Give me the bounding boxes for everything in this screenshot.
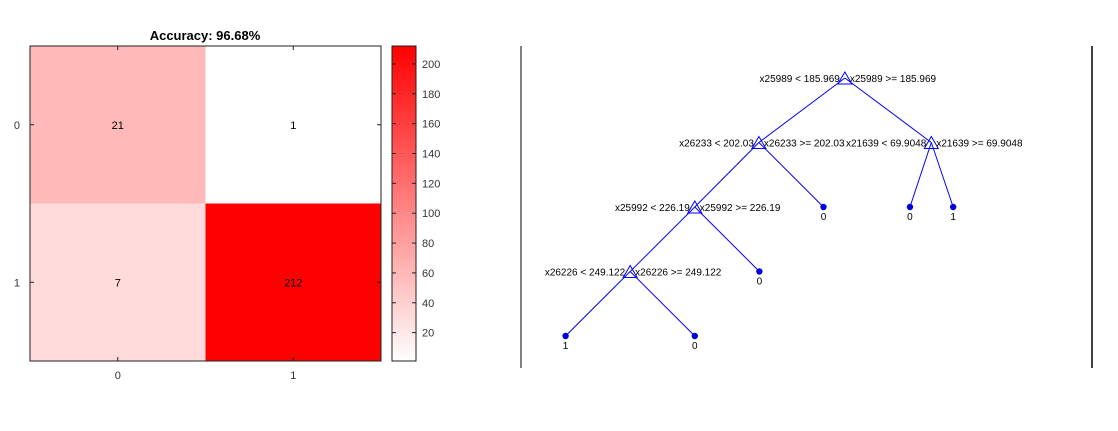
tree-edge: [844, 77, 932, 143]
colorbar-tick-label: 180: [422, 89, 440, 101]
tree-leaf-label: 0: [907, 212, 913, 223]
colorbar-tick-label: 80: [422, 238, 434, 250]
colorbar-tick-label: 60: [422, 268, 434, 280]
heatmap-row-tick-label: 0: [14, 120, 20, 132]
heatmap-cell: [30, 203, 206, 361]
colorbar-tick-label: 120: [422, 178, 440, 190]
tree-split-node: [751, 135, 767, 149]
tree-split-right-label: x26226 >= 249.122: [635, 268, 722, 279]
tree-leaf-label: 0: [757, 277, 763, 288]
heatmap-title: Accuracy: 96.68%: [150, 28, 261, 43]
tree-leaf-label: 1: [950, 212, 956, 223]
colorbar-tick-label: 160: [422, 119, 440, 131]
tree-leaf-label: 0: [692, 341, 698, 352]
tree-leaf-label: 1: [563, 341, 569, 352]
tree-split-node: [837, 71, 853, 85]
decision-tree-plot: x25989 < 185.969 x25989 >= 185.969 x26233 …: [520, 46, 1093, 368]
tree-split-left-label: x26233 < 202.03: [679, 139, 754, 150]
heatmap-cell-label: 212: [284, 277, 302, 289]
heatmap-col-tick-label: 0: [115, 370, 121, 382]
tree-edge: [694, 206, 760, 272]
tree-leaf-node: [820, 203, 827, 211]
tree-leaf-label: 0: [821, 212, 827, 223]
colorbar: 20 40 60 80 100 120 140 160 180 200: [391, 45, 440, 362]
tree-split-node: [923, 135, 940, 149]
tree-edge: [629, 271, 696, 337]
colorbar-tick-label: 100: [422, 208, 440, 220]
tree-split-right-label: x26233 >= 202.03: [764, 139, 845, 150]
tree-leaf-node: [949, 203, 957, 211]
tree-split-left-label: x25989 < 185.969: [760, 74, 841, 85]
tree-split-left-label: x21639 < 69.9048: [846, 139, 927, 150]
tree-split-right-label: x21639 >= 69.9048: [936, 139, 1023, 150]
heatmap-row-tick-label: 1: [14, 277, 20, 289]
colorbar-tick-label: 20: [422, 328, 434, 340]
heatmap-cell: [205, 46, 381, 204]
tree-edge: [629, 206, 696, 272]
tree-split-right-label: x25992 >= 226.19: [700, 203, 781, 214]
colorbar-tick-label: 140: [422, 148, 440, 160]
tree-edge: [565, 271, 631, 337]
tree-leaf-node: [691, 332, 698, 340]
heatmap-cell: [30, 46, 206, 204]
heatmap-cell-label: 21: [112, 120, 124, 132]
colorbar-tick-label: 40: [422, 298, 434, 310]
tree-edge: [758, 77, 846, 143]
heatmap-frame: [29, 45, 382, 362]
heatmap-cell-label: 1: [290, 120, 296, 132]
tree-leaf-node: [756, 268, 763, 275]
confusion-matrix-heatmap: Accuracy: 96.68% 21 1 7 212 0 1 0 1: [14, 28, 382, 382]
tree-leaf-node: [906, 203, 914, 211]
tree-leaf-node: [562, 332, 569, 340]
tree-split-node: [686, 200, 703, 214]
heatmap-col-tick-label: 1: [290, 370, 296, 382]
colorbar-tick-label: 200: [422, 59, 440, 71]
tree-split-left-label: x25992 < 226.19: [615, 203, 690, 214]
tree-split-left-label: x26226 < 249.122: [545, 268, 626, 279]
tree-edge: [694, 142, 760, 208]
tree-split-node: [622, 264, 639, 278]
tree-edge: [758, 142, 824, 208]
tree-split-right-label: x25989 >= 185.969: [850, 74, 937, 85]
colorbar-gradient: [391, 45, 417, 362]
heatmap-cell-label: 7: [115, 277, 121, 289]
tree-edge: [930, 142, 954, 208]
tree-edge: [909, 142, 932, 208]
heatmap-cell: [205, 203, 381, 361]
